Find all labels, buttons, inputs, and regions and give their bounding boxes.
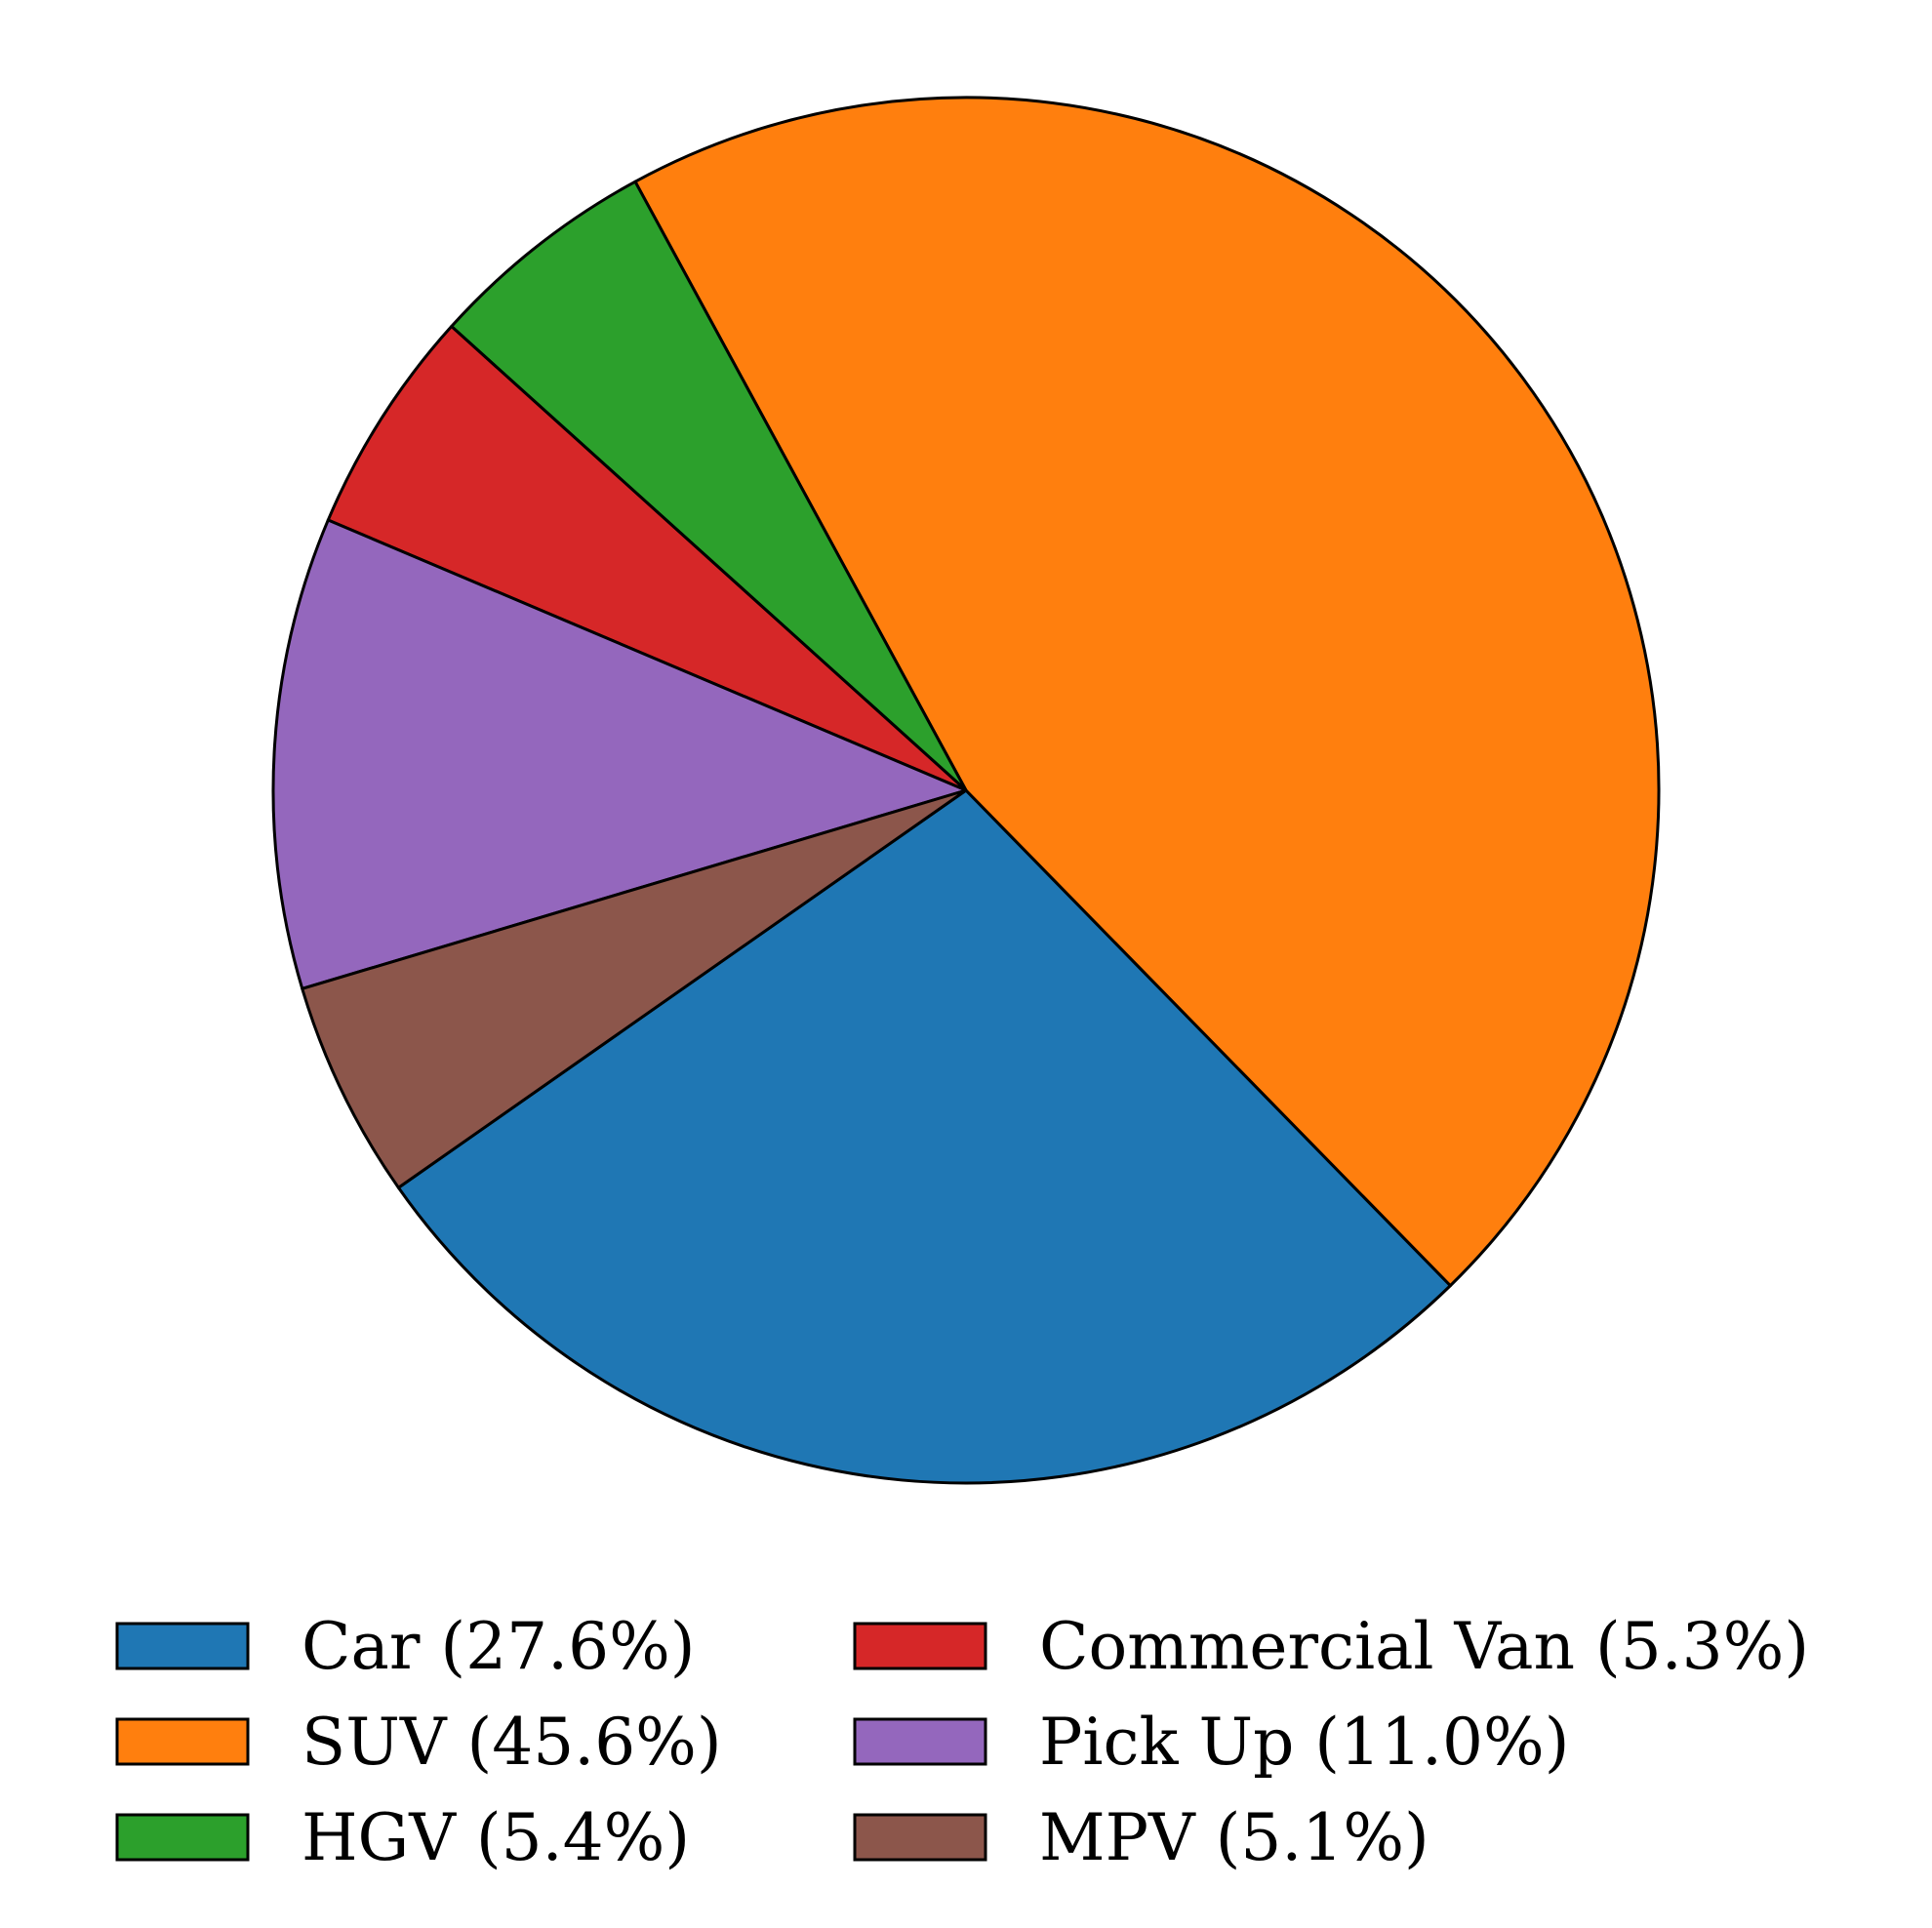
pie-slice-suv bbox=[633, 96, 1661, 1288]
legend-label-hgv: HGV (5.4%) bbox=[302, 1800, 690, 1875]
pie-slice-car bbox=[396, 788, 1452, 1485]
legend-swatch-mpv bbox=[853, 1813, 987, 1862]
legend-swatch-suv bbox=[115, 1717, 250, 1766]
pie-slice-pick-up bbox=[271, 518, 968, 990]
legend: Car (27.6%) SUV (45.6%) HGV (5.4%) Commerci… bbox=[115, 1609, 1809, 1875]
legend-label-suv: SUV (45.6%) bbox=[302, 1705, 722, 1780]
legend-item-mpv: MPV (5.1%) bbox=[853, 1800, 1429, 1875]
pie-slices bbox=[271, 96, 1661, 1485]
legend-item-car: Car (27.6%) bbox=[115, 1609, 696, 1684]
legend-label-commercial-van: Commercial Van (5.3%) bbox=[1039, 1609, 1809, 1684]
legend-item-suv: SUV (45.6%) bbox=[115, 1705, 722, 1780]
legend-label-pick-up: Pick Up (11.0%) bbox=[1039, 1705, 1569, 1780]
legend-item-commercial-van: Commercial Van (5.3%) bbox=[853, 1609, 1809, 1684]
pie-slice-mpv bbox=[301, 788, 968, 1189]
legend-label-car: Car (27.6%) bbox=[302, 1609, 696, 1684]
legend-item-hgv: HGV (5.4%) bbox=[115, 1800, 690, 1875]
legend-swatch-pick-up bbox=[853, 1717, 987, 1766]
pie-slice-hgv bbox=[450, 180, 968, 792]
legend-swatch-hgv bbox=[115, 1813, 250, 1862]
legend-item-pick-up: Pick Up (11.0%) bbox=[853, 1705, 1569, 1780]
pie-slice-commercial-van bbox=[326, 325, 968, 792]
legend-swatch-commercial-van bbox=[853, 1622, 987, 1670]
legend-swatch-car bbox=[115, 1622, 250, 1670]
legend-label-mpv: MPV (5.1%) bbox=[1039, 1800, 1429, 1875]
